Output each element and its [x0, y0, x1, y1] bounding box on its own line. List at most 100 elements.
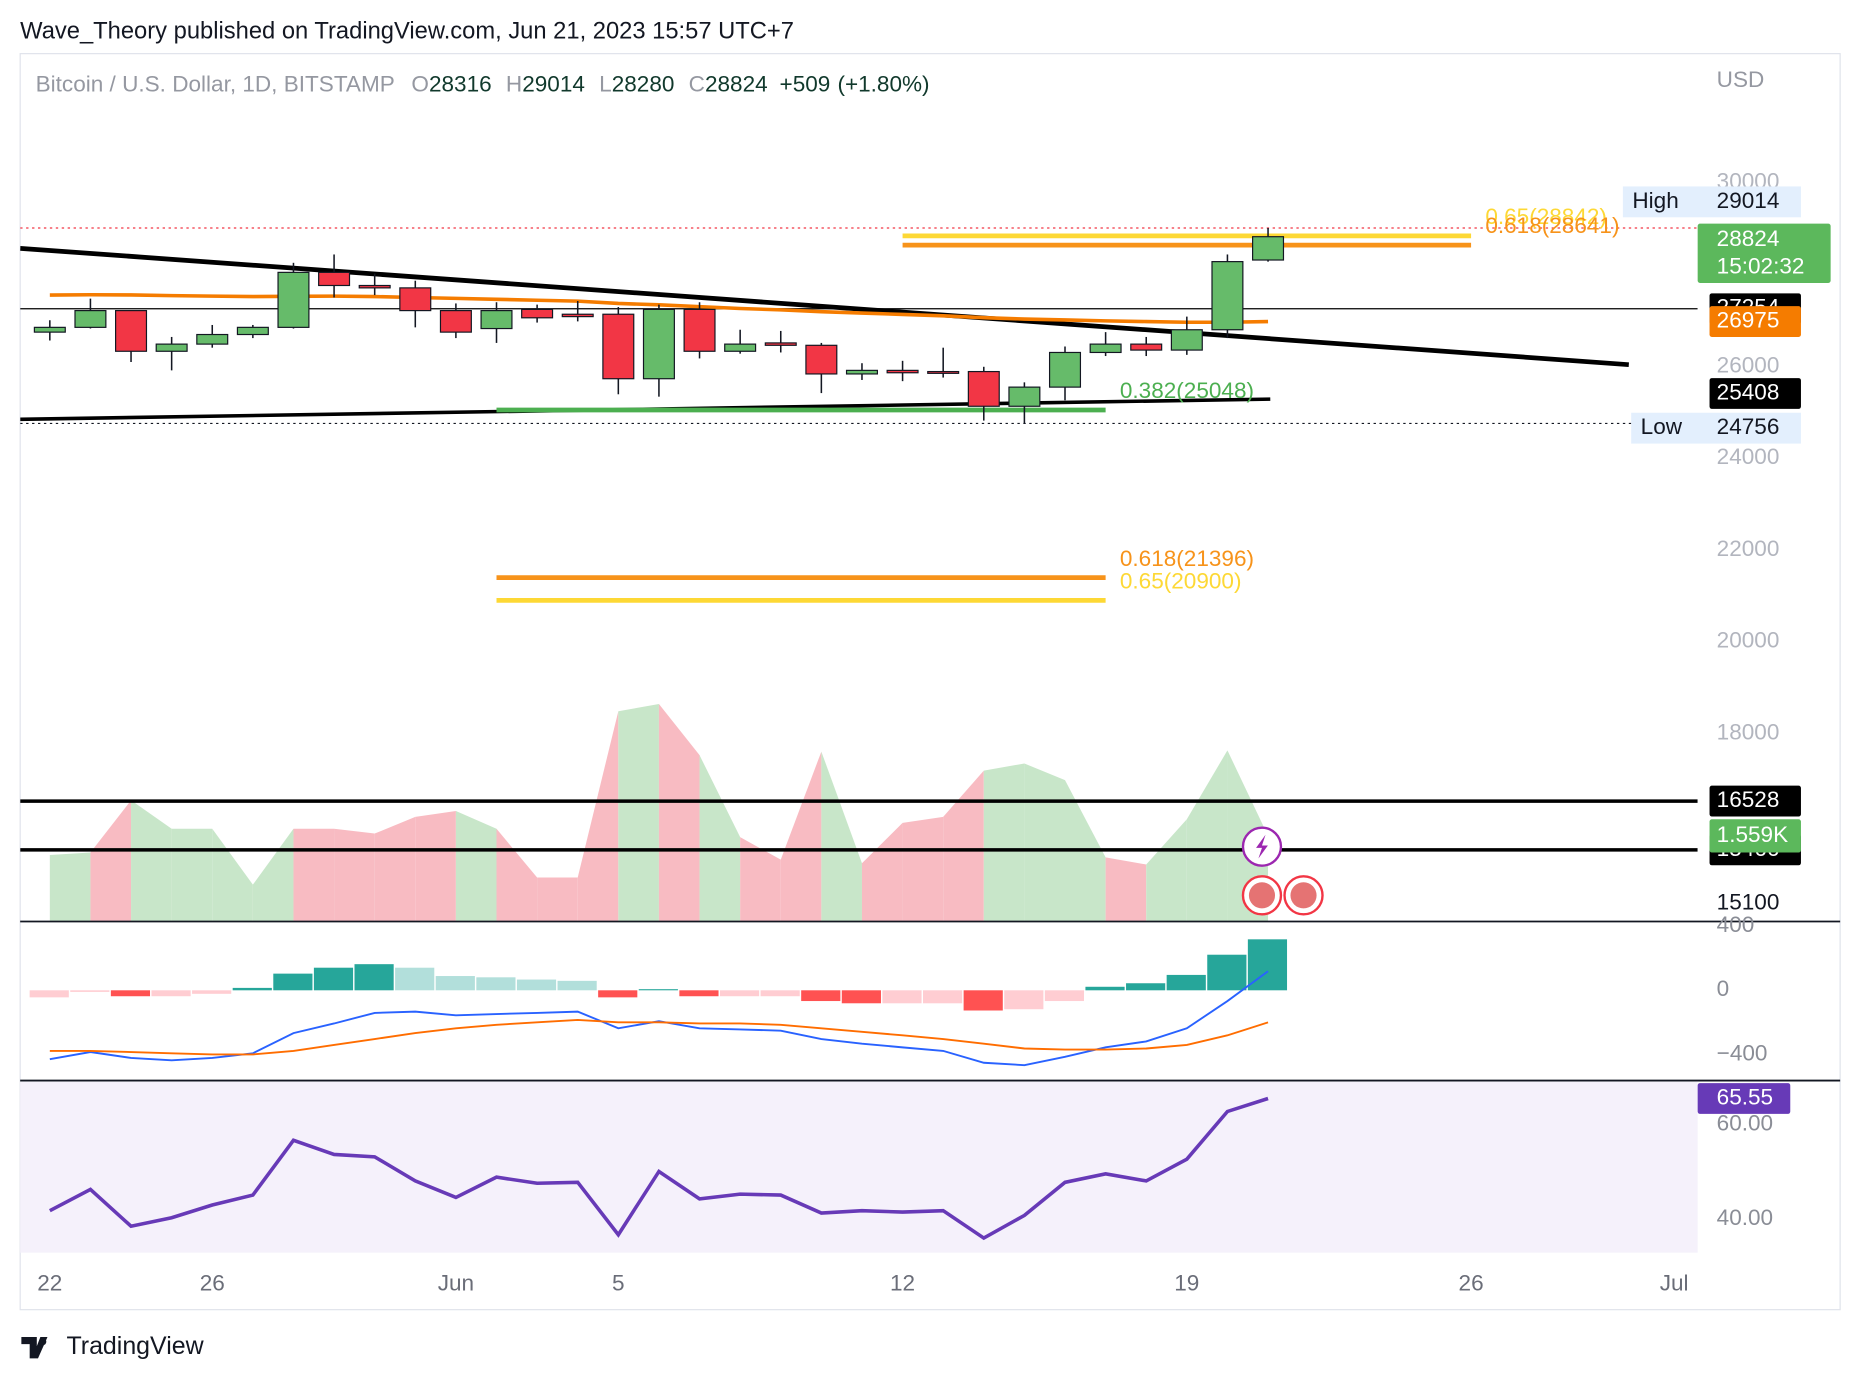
- candle-body: [1211, 261, 1244, 331]
- candle-body: [927, 370, 960, 374]
- fib-label: 0.618(28641): [1485, 213, 1619, 238]
- volume-scale-label: 15100: [1717, 890, 1780, 915]
- y-tick-label: 26000: [1717, 352, 1780, 377]
- fib-label: 0.65(28842): [1485, 204, 1607, 229]
- macd-histogram: [841, 990, 881, 1004]
- volume-label-box: [1709, 819, 1801, 853]
- candle-body: [236, 326, 269, 336]
- flag: [1248, 882, 1276, 909]
- low: 28280: [612, 72, 675, 97]
- level-label-box: [1709, 378, 1801, 409]
- candle-body: [1048, 351, 1082, 388]
- level-label-box: [1709, 306, 1801, 338]
- volume-area: [1024, 763, 1066, 922]
- volume-area: [90, 800, 132, 922]
- open-label: O: [411, 72, 429, 97]
- fib-label: 0.618(21396): [1120, 546, 1254, 571]
- logo-dot: [39, 1338, 47, 1346]
- macd-histogram: [1207, 954, 1247, 991]
- x-tick-label: Jun: [438, 1271, 474, 1296]
- high-tag: High: [1632, 188, 1678, 213]
- y-tick-label: 24000: [1717, 444, 1780, 469]
- macd-histogram: [273, 973, 313, 991]
- macd-histogram: [1004, 990, 1044, 1010]
- last-price-box: [1697, 223, 1831, 283]
- macd-histogram: [435, 976, 475, 991]
- volume-area: [1146, 819, 1187, 922]
- countdown: 15:02:32: [1717, 254, 1805, 279]
- candle-body: [602, 313, 635, 380]
- candle-body: [74, 310, 107, 328]
- low-tag: Low: [1641, 414, 1683, 439]
- high-label: H: [506, 72, 522, 97]
- volume-area: [293, 828, 335, 922]
- close: 28824: [705, 72, 768, 97]
- candle-body: [764, 342, 797, 346]
- close-label: C: [689, 72, 705, 97]
- macd-histogram: [557, 980, 597, 991]
- macd-histogram: [598, 990, 638, 998]
- macd-histogram: [395, 967, 435, 991]
- level-label: 25408: [1717, 379, 1780, 404]
- macd-histogram: [1166, 974, 1206, 991]
- volume-area: [171, 828, 213, 922]
- volume-area: [537, 877, 578, 922]
- level-label-box: [1709, 785, 1801, 817]
- currency: USD: [1717, 67, 1765, 92]
- volume-area: [618, 704, 659, 922]
- candle-body: [439, 310, 472, 333]
- macd-signal-line: [49, 1019, 1269, 1056]
- high-tag-box: [1622, 186, 1801, 218]
- volume-area: [415, 811, 456, 922]
- volume-label: 1.559K: [1717, 822, 1788, 847]
- candle-body: [1130, 343, 1163, 351]
- candle-body: [1008, 386, 1041, 407]
- low-tag-box: [1631, 412, 1801, 444]
- symbol: Bitcoin / U.S. Dollar, 1D, BITSTAMP: [36, 72, 395, 97]
- flag: [1290, 882, 1317, 909]
- volume-area: [334, 828, 375, 922]
- change-percent: (+1.80%): [837, 72, 929, 97]
- high-value: 29014: [1717, 188, 1780, 213]
- x-tick-label: 19: [1174, 1271, 1199, 1296]
- high: 29014: [522, 72, 585, 97]
- x-tick-label: 26: [1459, 1271, 1484, 1296]
- candle-body: [155, 343, 188, 352]
- volume-area: [374, 816, 416, 922]
- level-label: 26975: [1717, 308, 1780, 333]
- rsi-last-box: [1697, 1083, 1791, 1114]
- y-tick-label: 20000: [1717, 628, 1780, 653]
- candle-body: [1170, 329, 1203, 351]
- rsi-line: [48, 1096, 1269, 1241]
- macd-histogram: [29, 990, 69, 998]
- x-tick-label: 5: [612, 1271, 625, 1296]
- macd-histogram: [110, 990, 151, 997]
- volume-area: [983, 763, 1025, 922]
- volume-area: [902, 816, 944, 922]
- macd-tick-label: −400: [1717, 1040, 1768, 1065]
- macd-macd-line: [49, 970, 1269, 1067]
- candle-body: [967, 370, 1000, 407]
- x-tick-label: 26: [200, 1271, 225, 1296]
- last-price: 28824: [1717, 226, 1780, 251]
- candle-body: [642, 308, 675, 380]
- candle-body: [683, 308, 716, 352]
- macd-histogram: [963, 990, 1003, 1011]
- macd-histogram: [1085, 986, 1125, 991]
- x-tick-label: 12: [890, 1271, 915, 1296]
- candle-body: [724, 343, 757, 352]
- macd-histogram: [1126, 983, 1166, 991]
- rsi-tick-label: 40.00: [1717, 1205, 1773, 1230]
- volume-area: [1105, 857, 1147, 922]
- candle-body: [399, 287, 432, 312]
- macd-histogram: [192, 990, 232, 994]
- volume-area: [1186, 750, 1228, 922]
- brand: TradingView: [66, 1332, 204, 1360]
- volume-area: [658, 704, 700, 922]
- macd-histogram: [516, 979, 557, 991]
- publisher: Wave_Theory published on TradingView.com…: [20, 19, 794, 45]
- volume-area: [496, 828, 538, 922]
- candle-body: [1089, 343, 1122, 354]
- candle-body: [805, 344, 838, 375]
